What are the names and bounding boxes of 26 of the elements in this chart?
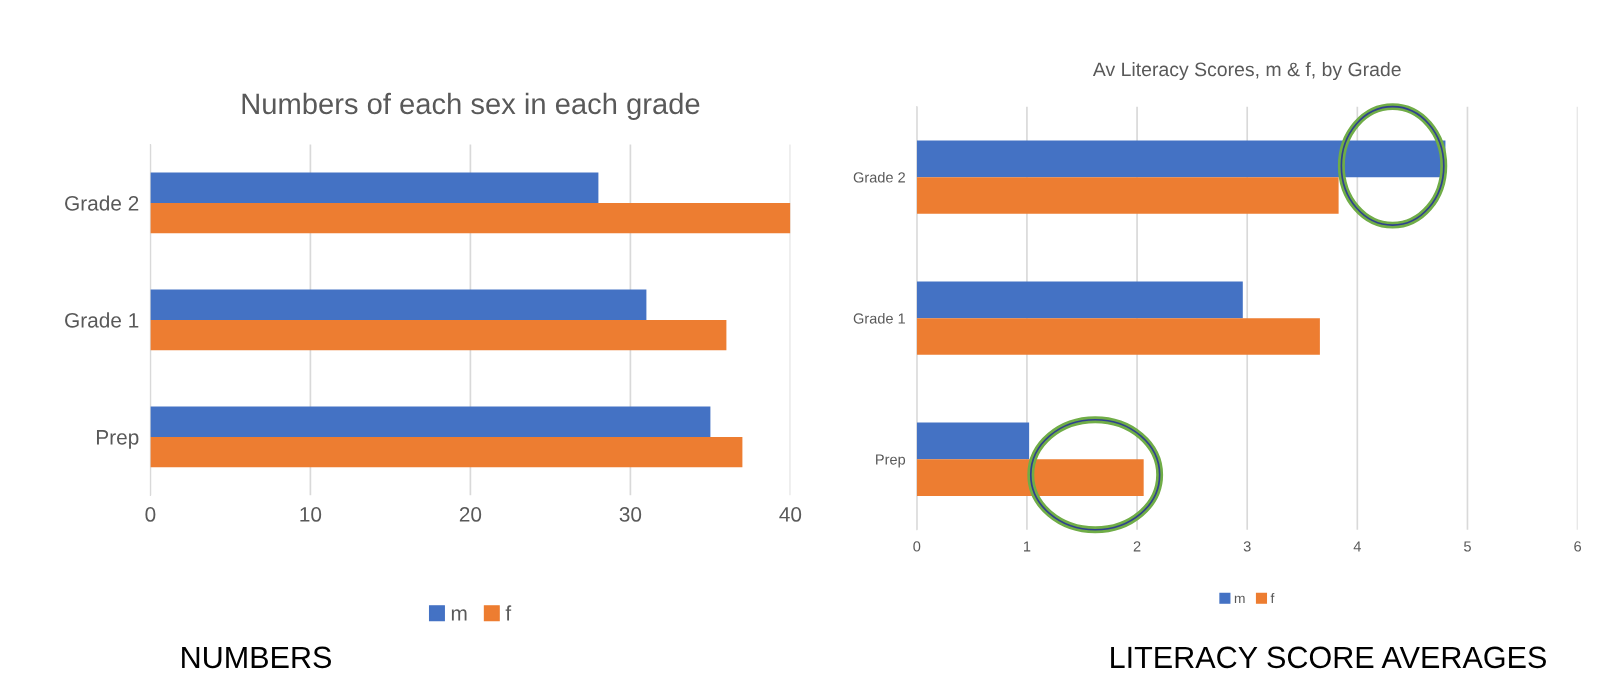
chart-title: Numbers of each sex in each grade [242,92,700,120]
text: NUMBERS [182,646,331,669]
x-tick-label: 40 [779,507,802,522]
y-tick-label: Grade 1 [853,312,905,324]
x-tick-label: 30 [619,507,642,522]
y-tick-label: Prep [96,430,139,449]
y-tick-label: Prep [876,454,906,468]
legend-label: f [505,605,512,621]
y-tick-label: Grade 2 [65,195,139,211]
x-tick-label: 5 [1464,541,1471,552]
x-tick-label: 6 [1574,541,1582,552]
x-tick-label: 0 [913,541,921,552]
x-tick-label: 3 [1243,541,1251,552]
legend-label: m [451,609,467,621]
text: LITERACY SCORE AVERAGES [1111,646,1546,669]
y-tick-label: Grade 1 [65,312,139,328]
x-tick-label: 4 [1353,541,1361,552]
x-tick-label: 2 [1133,541,1141,552]
legend-label: f [1270,593,1275,604]
y-tick-label: Grade 2 [853,171,905,183]
x-tick-label: 0 [145,507,156,522]
x-tick-label: 1 [1023,541,1031,552]
chart-title: Av Literacy Scores, m & f, by Grade [1092,61,1401,81]
legend-label: m [1234,595,1245,604]
x-tick-label: 20 [459,507,482,522]
x-tick-label: 10 [300,507,322,522]
